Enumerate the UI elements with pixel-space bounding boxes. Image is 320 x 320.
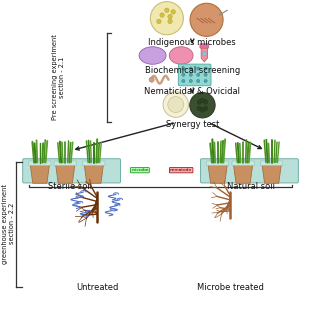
Polygon shape	[208, 163, 228, 183]
Text: Pre screening experiment
section - 2.1: Pre screening experiment section - 2.1	[52, 34, 65, 120]
Ellipse shape	[139, 47, 166, 64]
Text: Untreated: Untreated	[76, 283, 118, 292]
Circle shape	[182, 73, 185, 76]
Text: Indigenous microbes: Indigenous microbes	[148, 38, 236, 47]
Polygon shape	[30, 163, 50, 183]
Text: Nematicidal & Ovicidal: Nematicidal & Ovicidal	[144, 87, 240, 96]
Circle shape	[204, 73, 207, 76]
FancyBboxPatch shape	[207, 161, 229, 165]
Circle shape	[190, 92, 215, 118]
Text: Microbe treated: Microbe treated	[197, 283, 264, 292]
Circle shape	[197, 106, 202, 111]
Circle shape	[204, 67, 207, 70]
Circle shape	[204, 106, 208, 111]
Text: Natural soil: Natural soil	[227, 182, 275, 191]
Circle shape	[196, 73, 200, 76]
Circle shape	[189, 73, 192, 76]
Circle shape	[168, 97, 184, 113]
Polygon shape	[55, 163, 75, 183]
Circle shape	[190, 3, 223, 36]
Text: Synergy test: Synergy test	[165, 120, 219, 129]
Text: greenhouse experiment
section - 2.2: greenhouse experiment section - 2.2	[2, 184, 15, 264]
FancyBboxPatch shape	[178, 64, 211, 86]
Circle shape	[197, 100, 202, 104]
FancyBboxPatch shape	[54, 161, 76, 165]
Circle shape	[203, 52, 206, 56]
Text: microbe: microbe	[131, 168, 148, 172]
Circle shape	[165, 8, 169, 12]
Circle shape	[160, 13, 164, 17]
Circle shape	[168, 14, 172, 19]
Polygon shape	[233, 163, 253, 183]
Circle shape	[204, 100, 208, 104]
Circle shape	[182, 79, 185, 83]
Polygon shape	[201, 47, 208, 62]
Circle shape	[171, 10, 175, 14]
Circle shape	[157, 19, 161, 24]
FancyBboxPatch shape	[260, 161, 283, 165]
Polygon shape	[84, 163, 104, 183]
FancyBboxPatch shape	[83, 161, 105, 165]
Text: Sterile soil: Sterile soil	[48, 182, 92, 191]
Circle shape	[150, 2, 183, 35]
Circle shape	[204, 79, 207, 83]
FancyBboxPatch shape	[232, 161, 254, 165]
Circle shape	[200, 108, 205, 112]
Ellipse shape	[169, 47, 193, 64]
Text: nematode: nematode	[170, 168, 192, 172]
FancyBboxPatch shape	[23, 159, 121, 183]
Text: Biochemical screening: Biochemical screening	[145, 66, 240, 75]
Circle shape	[200, 98, 205, 103]
Circle shape	[189, 67, 192, 70]
Polygon shape	[262, 163, 282, 183]
FancyBboxPatch shape	[29, 161, 51, 165]
FancyBboxPatch shape	[201, 159, 298, 183]
Circle shape	[196, 79, 200, 83]
Circle shape	[168, 19, 172, 24]
Circle shape	[149, 77, 154, 82]
Circle shape	[196, 67, 200, 70]
Circle shape	[189, 79, 192, 83]
Circle shape	[182, 67, 185, 70]
FancyBboxPatch shape	[200, 44, 209, 48]
Circle shape	[163, 92, 188, 117]
